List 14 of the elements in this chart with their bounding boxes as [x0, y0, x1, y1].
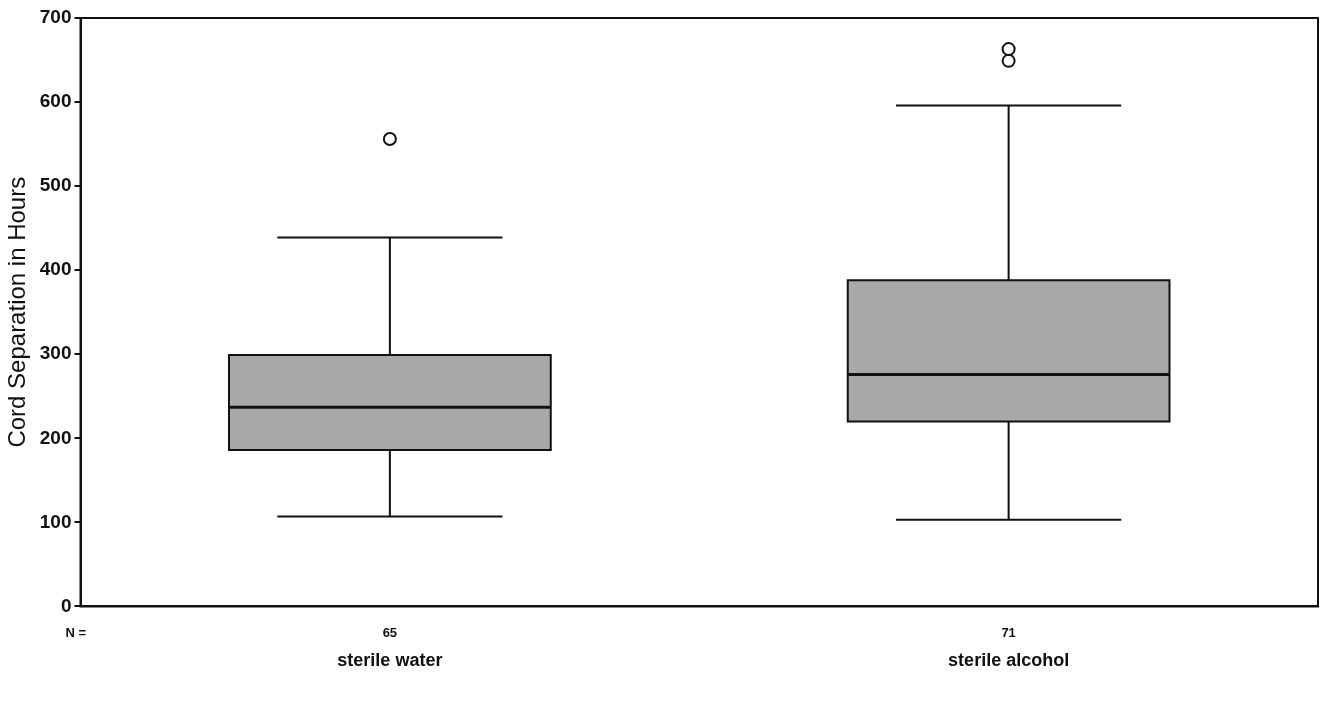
y-tick-label: 100 — [39, 510, 72, 532]
y-tick-label: 0 — [60, 594, 72, 616]
x-tick-label: sterile alcohol — [948, 650, 1070, 671]
y-tick-label: 300 — [39, 342, 72, 364]
y-tick-label: 400 — [39, 258, 72, 280]
y-axis-title: Cord Separation in Hours — [3, 176, 31, 448]
y-tick-label: 500 — [39, 174, 72, 196]
text: 65 — [382, 624, 398, 640]
text: N = — [65, 624, 87, 640]
text: 71 — [1001, 624, 1016, 640]
y-tick-label: 200 — [39, 426, 72, 448]
y-tick-label: 700 — [39, 6, 72, 28]
y-tick-label: 600 — [39, 90, 72, 112]
x-tick-label: sterile water — [337, 650, 443, 671]
